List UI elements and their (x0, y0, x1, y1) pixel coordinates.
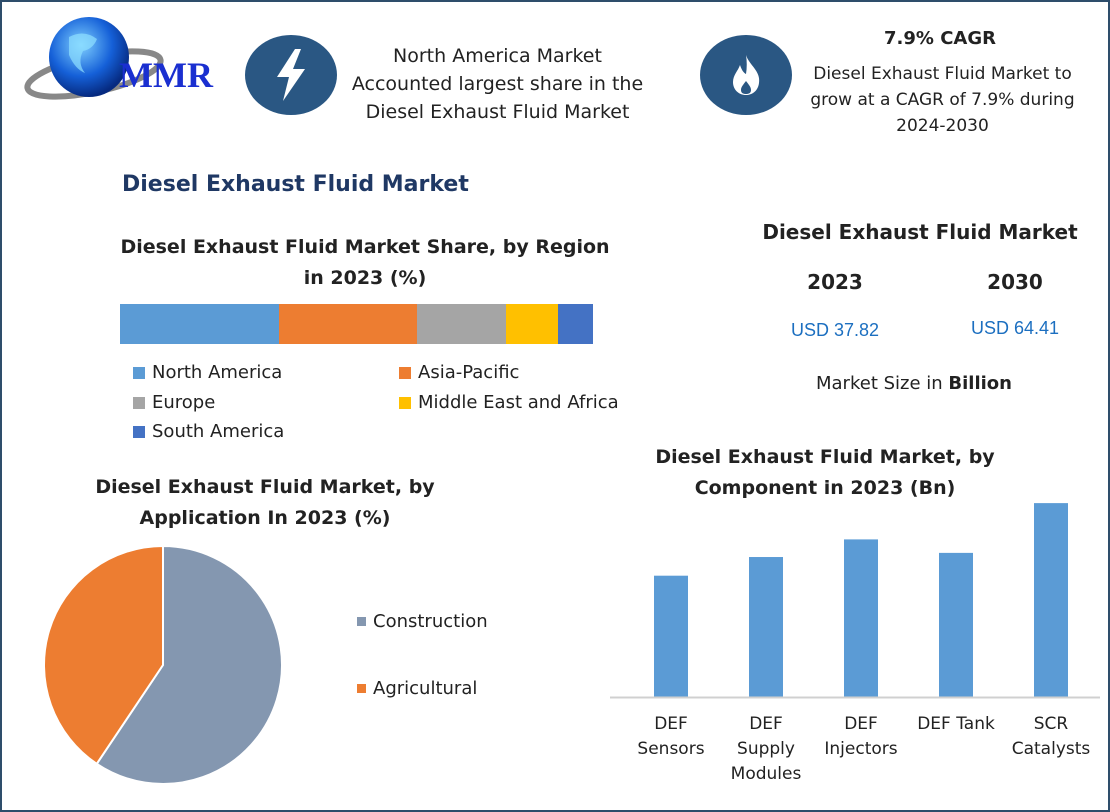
market-size-note: Market Size in Billion (816, 373, 1012, 394)
market-size-note-unit: Billion (948, 373, 1012, 394)
mmr-logo: MMR (14, 12, 219, 107)
x-tick-label: DEF Tank (917, 714, 995, 734)
bar-scr-catalysts (1034, 503, 1068, 697)
x-tick-label: SCR Catalysts (1011, 714, 1091, 759)
legend-label: North America (152, 362, 283, 383)
legend-swatch (357, 617, 366, 626)
lightning-icon (245, 35, 337, 115)
legend-swatch (133, 366, 145, 379)
legend-item-agricultural: Agricultural (357, 678, 477, 699)
bar-def-injectors (844, 539, 878, 697)
region-stacked-bar (120, 304, 593, 344)
region-chart-title: Diesel Exhaust Fluid Market Share, by Re… (120, 236, 610, 289)
legend-label: Agricultural (373, 678, 478, 699)
market-size-title: Diesel Exhaust Fluid Market (762, 220, 1078, 244)
legend-item-middle-east-and-africa: Middle East and Africa (399, 392, 619, 413)
legend-label: South America (152, 421, 285, 442)
bar-def-sensors (654, 575, 688, 697)
legend-label: Asia-Pacific (418, 362, 520, 383)
legend-item-north-america: North America (133, 362, 282, 383)
legend-item-south-america: South America (133, 421, 284, 442)
globe-icon (24, 17, 164, 100)
legend-swatch (133, 396, 145, 409)
legend-label: Middle East and Africa (418, 392, 619, 413)
legend-swatch (357, 684, 366, 693)
logo-text: MMR (119, 55, 213, 95)
component-bar-chart (610, 503, 1100, 699)
pie-slice-construction (95, 544, 283, 785)
region-segment-asia-pacific (278, 304, 418, 344)
legend-item-europe: Europe (133, 392, 215, 413)
value-2030: USD 64.41 (970, 318, 1060, 338)
x-tick-label: DEF Sensors (637, 714, 705, 759)
year-2030: 2030 (987, 270, 1043, 294)
application-chart-title: Diesel Exhaust Fluid Market, by Applicat… (95, 476, 435, 529)
x-tick-label: DEF Supply Modules (730, 714, 802, 784)
bar-def-tank (939, 552, 973, 697)
market-size-note-prefix: Market Size in (816, 373, 949, 394)
legend-item-asia-pacific: Asia-Pacific (399, 362, 519, 383)
legend-label: Construction (373, 611, 488, 632)
x-tick-label: DEF Injectors (824, 714, 898, 759)
legend-item-construction: Construction (357, 611, 488, 632)
legend-swatch (399, 366, 411, 379)
region-segment-north-america (120, 304, 279, 344)
legend-swatch (399, 396, 411, 409)
component-chart-title: Diesel Exhaust Fluid Market, by Componen… (655, 446, 995, 499)
bar-def-supply-modules (749, 557, 783, 697)
pie-slice-agricultural (43, 544, 164, 766)
cagr-title: 7.9% CAGR (884, 28, 996, 49)
region-segment-middle-east-and-africa (505, 304, 558, 344)
north-america-highlight: North America Market Accounted largest s… (351, 45, 644, 123)
year-2023: 2023 (807, 270, 863, 294)
value-2023: USD 37.82 (790, 320, 880, 340)
legend-label: Europe (152, 392, 216, 413)
region-segment-south-america (557, 304, 593, 344)
flame-icon (700, 35, 792, 115)
cagr-text: Diesel Exhaust Fluid Market to grow at a… (810, 64, 1075, 136)
region-segment-europe (417, 304, 506, 344)
page-title: Diesel Exhaust Fluid Market (122, 172, 469, 197)
application-pie-chart (43, 544, 283, 785)
legend-swatch (133, 425, 145, 438)
